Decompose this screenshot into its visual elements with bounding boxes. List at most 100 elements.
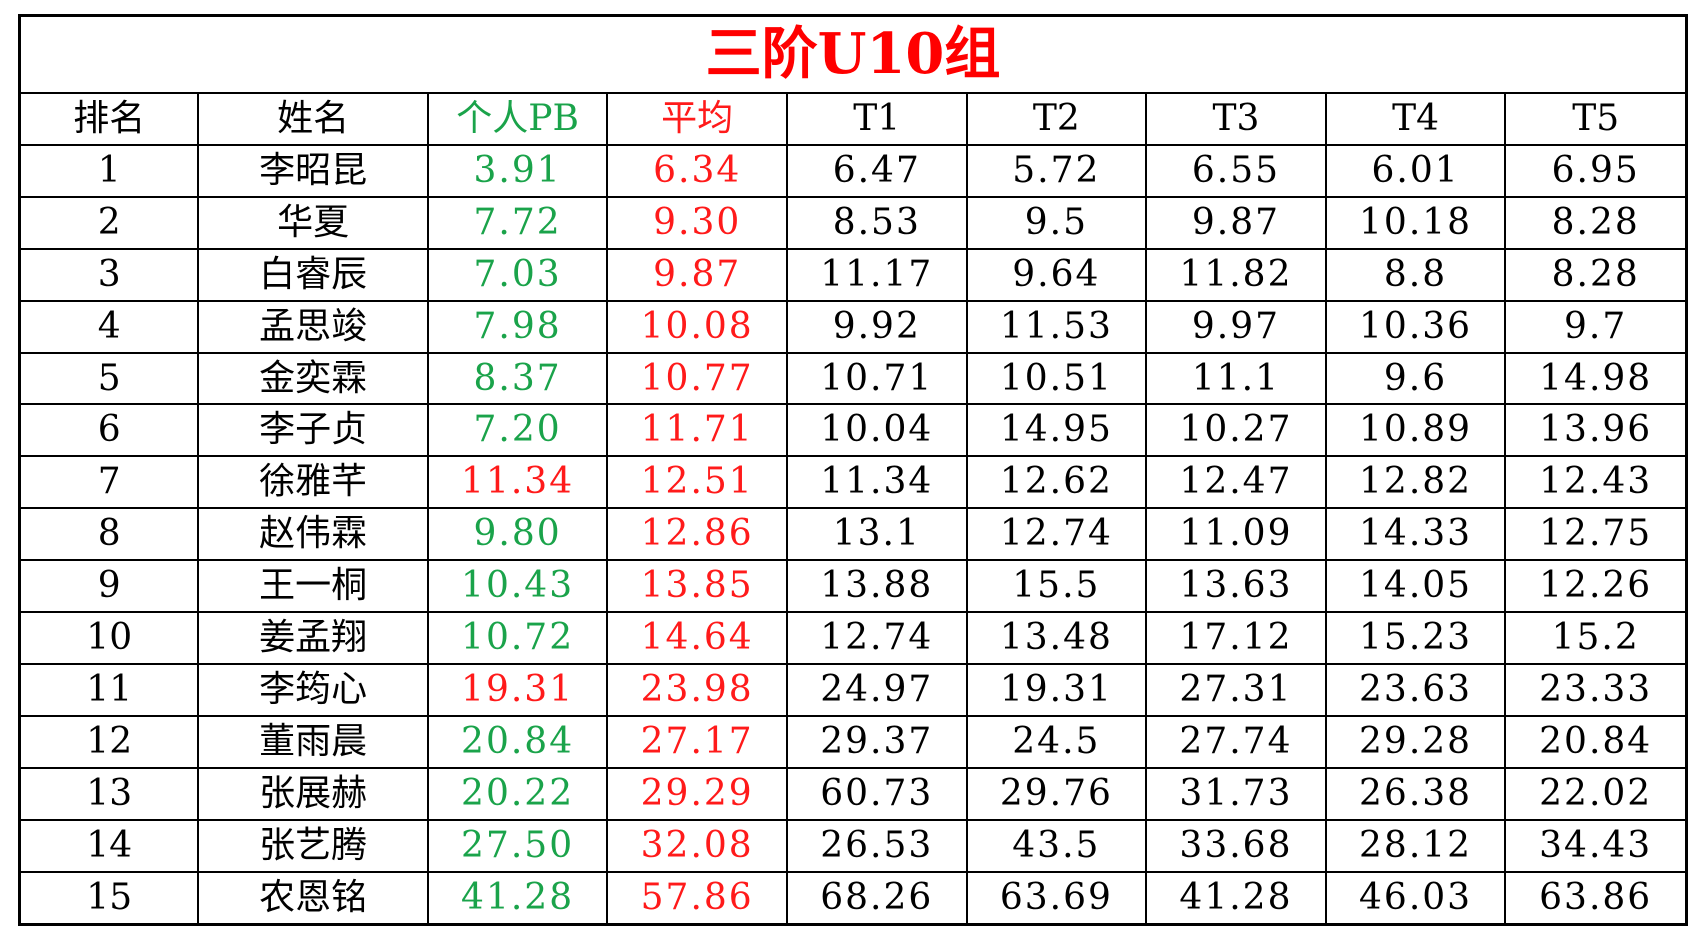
t1-cell: 12.74 bbox=[785, 611, 968, 666]
t1-cell: 24.97 bbox=[785, 663, 968, 718]
t3-cell: 13.63 bbox=[1145, 559, 1327, 614]
name-cell: 金奕霖 bbox=[197, 351, 429, 406]
name-cell: 姜孟翔 bbox=[197, 611, 429, 666]
header-pb: 个人PB bbox=[426, 91, 609, 146]
t4-cell: 10.18 bbox=[1324, 195, 1507, 250]
t2-cell: 15.5 bbox=[965, 559, 1148, 614]
average-cell: 29.29 bbox=[606, 767, 788, 821]
rank-cell: 15 bbox=[21, 870, 200, 923]
average-cell: 23.98 bbox=[606, 663, 788, 718]
table-row: 12 董雨晨 20.84 27.17 29.37 24.5 27.74 29.28 20.84 bbox=[21, 715, 1685, 770]
t2-cell: 12.74 bbox=[965, 507, 1148, 562]
t2-cell: 11.53 bbox=[965, 299, 1148, 354]
t5-cell: 14.98 bbox=[1504, 351, 1685, 406]
t4-cell: 6.01 bbox=[1324, 143, 1507, 198]
table-row: 11 李筠心 19.31 23.98 24.97 19.31 27.31 23.63 23.33 bbox=[21, 663, 1685, 718]
t2-cell: 13.48 bbox=[965, 611, 1148, 666]
header-t1: T1 bbox=[785, 91, 968, 146]
rank-cell: 6 bbox=[21, 403, 200, 458]
pb-cell: 7.20 bbox=[426, 403, 609, 458]
name-cell: 李昭昆 bbox=[197, 143, 429, 198]
t1-cell: 9.92 bbox=[785, 299, 968, 354]
name-cell: 李筠心 bbox=[197, 663, 429, 718]
pb-cell: 20.84 bbox=[426, 715, 609, 770]
rank-cell: 2 bbox=[21, 195, 200, 250]
rank-cell: 4 bbox=[21, 299, 200, 354]
table-title: 三阶U10组 bbox=[21, 17, 1685, 94]
t5-cell: 9.7 bbox=[1504, 299, 1685, 354]
table-row: 2 华夏 7.72 9.30 8.53 9.5 9.87 10.18 8.28 bbox=[21, 195, 1685, 250]
name-cell: 徐雅芊 bbox=[197, 455, 429, 510]
rank-cell: 10 bbox=[21, 611, 200, 666]
table-row: 5 金奕霖 8.37 10.77 10.71 10.51 11.1 9.6 14.98 bbox=[21, 351, 1685, 406]
pb-cell: 19.31 bbox=[426, 663, 609, 718]
pb-cell: 3.91 bbox=[426, 143, 609, 198]
pb-cell: 10.72 bbox=[426, 611, 609, 666]
t2-cell: 12.62 bbox=[965, 455, 1148, 510]
table-row: 14 张艺腾 27.50 32.08 26.53 43.5 33.68 28.12 34.43 bbox=[21, 818, 1685, 873]
rank-cell: 7 bbox=[21, 455, 200, 510]
table-row: 7 徐雅芊 11.34 12.51 11.34 12.62 12.47 12.82 12.43 bbox=[21, 455, 1685, 510]
t2-cell: 14.95 bbox=[965, 403, 1148, 458]
name-cell: 白睿辰 bbox=[197, 247, 429, 302]
name-cell: 李子贞 bbox=[197, 403, 429, 458]
average-cell: 32.08 bbox=[606, 818, 788, 873]
header-rank: 排名 bbox=[21, 91, 200, 146]
t5-cell: 15.2 bbox=[1504, 611, 1685, 666]
average-cell: 6.34 bbox=[606, 143, 788, 198]
t3-cell: 33.68 bbox=[1145, 818, 1327, 873]
pb-cell: 8.37 bbox=[426, 351, 609, 406]
average-cell: 10.77 bbox=[606, 351, 788, 406]
t3-cell: 12.47 bbox=[1145, 455, 1327, 510]
average-cell: 9.87 bbox=[606, 247, 788, 302]
t5-cell: 34.43 bbox=[1504, 818, 1685, 873]
t5-cell: 22.02 bbox=[1504, 767, 1685, 821]
t1-cell: 26.53 bbox=[785, 818, 968, 873]
table-row: 13 张展赫 20.22 29.29 60.73 29.76 31.73 26.38 22.02 bbox=[21, 767, 1685, 821]
t4-cell: 26.38 bbox=[1324, 767, 1507, 821]
pb-cell: 9.80 bbox=[426, 507, 609, 562]
t2-cell: 9.64 bbox=[965, 247, 1148, 302]
t4-cell: 46.03 bbox=[1324, 870, 1507, 923]
t3-cell: 11.09 bbox=[1145, 507, 1327, 562]
t1-cell: 13.1 bbox=[785, 507, 968, 562]
name-cell: 王一桐 bbox=[197, 559, 429, 614]
t1-cell: 8.53 bbox=[785, 195, 968, 250]
results-table: 三阶U10组 排名 姓名 个人PB 平均 T1 T2 T3 T4 T5 1 李昭昆… bbox=[21, 17, 1685, 923]
pb-cell: 7.98 bbox=[426, 299, 609, 354]
t3-cell: 41.28 bbox=[1145, 870, 1327, 923]
t3-cell: 9.87 bbox=[1145, 195, 1327, 250]
table-row: 15 农恩铭 41.28 57.86 68.26 63.69 41.28 46.03 63.86 bbox=[21, 870, 1685, 923]
header-average: 平均 bbox=[606, 91, 788, 146]
t2-cell: 43.5 bbox=[965, 818, 1148, 873]
t4-cell: 14.33 bbox=[1324, 507, 1507, 562]
t3-cell: 9.97 bbox=[1145, 299, 1327, 354]
rank-cell: 1 bbox=[21, 143, 200, 198]
name-cell: 张展赫 bbox=[197, 767, 429, 821]
t3-cell: 27.31 bbox=[1145, 663, 1327, 718]
average-cell: 11.71 bbox=[606, 403, 788, 458]
t2-cell: 19.31 bbox=[965, 663, 1148, 718]
table-row: 10 姜孟翔 10.72 14.64 12.74 13.48 17.12 15.23 15.2 bbox=[21, 611, 1685, 666]
t4-cell: 28.12 bbox=[1324, 818, 1507, 873]
t4-cell: 12.82 bbox=[1324, 455, 1507, 510]
t2-cell: 5.72 bbox=[965, 143, 1148, 198]
name-cell: 董雨晨 bbox=[197, 715, 429, 770]
pb-cell: 10.43 bbox=[426, 559, 609, 614]
results-sheet: 三阶U10组 排名 姓名 个人PB 平均 T1 T2 T3 T4 T5 1 李昭昆… bbox=[18, 14, 1688, 926]
t2-cell: 29.76 bbox=[965, 767, 1148, 821]
t4-cell: 10.36 bbox=[1324, 299, 1507, 354]
table-row: 9 王一桐 10.43 13.85 13.88 15.5 13.63 14.05 12.26 bbox=[21, 559, 1685, 614]
t1-cell: 10.04 bbox=[785, 403, 968, 458]
t3-cell: 11.1 bbox=[1145, 351, 1327, 406]
average-cell: 13.85 bbox=[606, 559, 788, 614]
average-cell: 57.86 bbox=[606, 870, 788, 923]
t4-cell: 14.05 bbox=[1324, 559, 1507, 614]
t3-cell: 11.82 bbox=[1145, 247, 1327, 302]
average-cell: 12.86 bbox=[606, 507, 788, 562]
t3-cell: 17.12 bbox=[1145, 611, 1327, 666]
pb-cell: 20.22 bbox=[426, 767, 609, 821]
t5-cell: 6.95 bbox=[1504, 143, 1685, 198]
header-t4: T4 bbox=[1324, 91, 1507, 146]
t3-cell: 10.27 bbox=[1145, 403, 1327, 458]
